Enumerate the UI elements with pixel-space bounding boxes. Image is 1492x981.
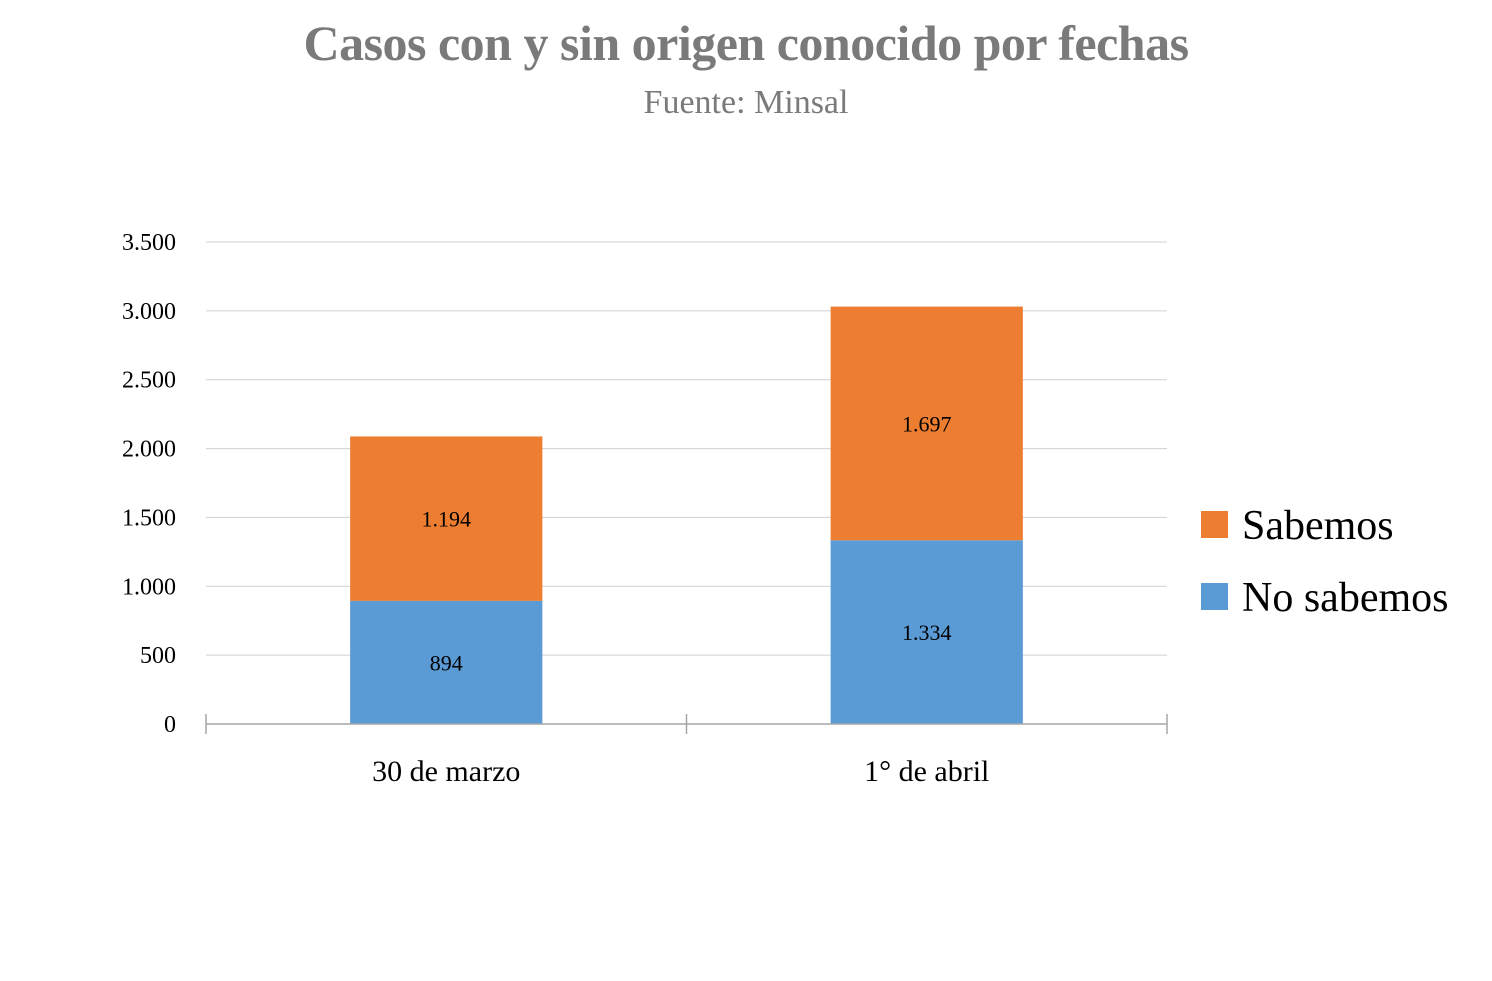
bars — [350, 306, 1023, 724]
chart-title: Casos con y sin origen conocido por fech… — [303, 15, 1189, 71]
legend-swatch — [1201, 511, 1228, 538]
data-label: 894 — [430, 650, 463, 675]
data-label: 1.194 — [422, 507, 472, 532]
y-tick-label: 0 — [164, 712, 176, 738]
bar-segment — [350, 436, 543, 601]
data-label: 1.697 — [902, 411, 952, 436]
legend-swatch — [1201, 583, 1228, 610]
y-tick-label: 3.000 — [122, 299, 176, 325]
y-tick-label: 3.500 — [122, 230, 176, 256]
data-labels: 894 1.194 1.334 1.697 — [422, 411, 952, 675]
data-label: 1.334 — [902, 620, 952, 645]
x-axis: 30 de marzo 1° de abril — [205, 714, 1168, 788]
y-tick-label: 500 — [140, 643, 176, 669]
y-tick-label: 1.000 — [122, 574, 176, 600]
bar-segment — [830, 306, 1023, 541]
y-tick-label: 2.500 — [122, 368, 176, 394]
y-tick-label: 2.000 — [122, 437, 176, 463]
bar-segment — [830, 540, 1023, 724]
legend-label: No sabemos — [1242, 575, 1448, 621]
chart-subtitle: Fuente: Minsal — [643, 84, 849, 121]
y-axis-ticks: 0 500 1.000 1.500 2.000 2.500 3.000 3.500 — [122, 230, 176, 738]
legend: Sabemos No sabemos — [1201, 503, 1448, 621]
legend-label: Sabemos — [1242, 503, 1394, 549]
bar-segment — [350, 600, 543, 724]
x-tick-label: 30 de marzo — [372, 755, 520, 788]
x-tick-label: 1° de abril — [864, 755, 989, 788]
y-tick-label: 1.500 — [122, 505, 176, 531]
